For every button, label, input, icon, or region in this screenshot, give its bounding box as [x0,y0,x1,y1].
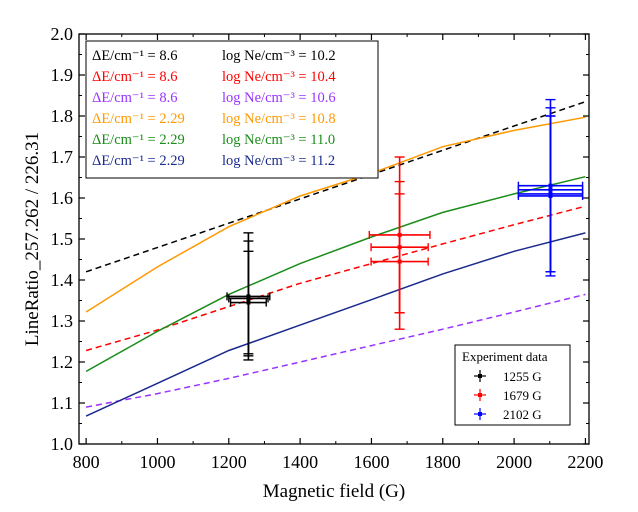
x-tick-label: 1200 [211,452,247,472]
experiment-legend-label: 1679 G [503,388,542,403]
y-tick-label: 1.8 [51,106,74,126]
experiment-group-0 [226,232,271,361]
series-line-1 [85,205,586,352]
series-line-0 [85,100,586,273]
legend-energy-label: ΔE/cm⁻¹ = 8.6 [92,48,177,64]
legend-density-label: log Ne/cm⁻³ = 11.2 [222,153,335,169]
data-point-marker [397,259,402,264]
y-tick-label: 1.4 [51,270,74,290]
series-line-2 [85,293,586,408]
model-curves [85,100,586,417]
experiment-group-1 [368,156,431,330]
y-tick-label: 2.0 [51,24,74,44]
y-tick-label: 1.3 [51,311,74,331]
experiment-group-2 [517,98,584,277]
legend-density-label: log Ne/cm⁻³ = 10.2 [222,48,336,64]
series-line-3 [85,116,586,313]
y-tick-label: 1.2 [51,352,74,372]
x-tick-label: 1800 [425,452,461,472]
y-tick-label: 1.7 [51,147,74,167]
legend-marker [478,412,482,416]
legend-marker [478,393,482,397]
experiment-legend-title: Experiment data [462,349,548,364]
experiment-legend-label: 2102 G [503,407,542,422]
legend-box [85,40,379,179]
error-bar-point [517,115,584,277]
y-tick-label: 1.0 [51,434,74,454]
experiment-legend: Experiment data 1255 G 1679 G 2102 G [454,344,571,426]
x-tick-label: 800 [73,452,100,472]
error-bar-point [370,193,429,330]
y-tick-label: 1.6 [51,188,74,208]
y-axis-title: LineRatio_257.262 / 226.31 [22,132,43,346]
x-tick-label: 2200 [567,452,603,472]
x-tick-label: 1600 [353,452,389,472]
y-tick-label: 1.1 [51,393,74,413]
legend-density-label: log Ne/cm⁻³ = 11.0 [222,132,335,148]
legend-marker [478,374,482,378]
series-line-4 [85,175,586,373]
axis-ticks: 800 1000 1200 1400 1600 1800 2000 2200 1.0 1.1 1.2… [51,24,604,472]
model-legend: ΔE/cm⁻¹ = 8.6 log Ne/cm⁻³ = 10.2 ΔE/cm⁻¹ =… [85,40,379,179]
y-tick-label: 1.9 [51,65,74,85]
legend-energy-label: ΔE/cm⁻¹ = 2.29 [92,111,185,127]
x-tick-label: 1000 [139,452,175,472]
data-point-marker [548,193,553,198]
legend-energy-label: ΔE/cm⁻¹ = 8.6 [92,69,177,85]
experiment-legend-box [454,344,571,426]
x-axis-title: Magnetic field (G) [263,481,405,502]
legend-energy-label: ΔE/cm⁻¹ = 2.29 [92,153,185,169]
experiment-legend-label: 1255 G [503,369,542,384]
legend-density-label: log Ne/cm⁻³ = 10.4 [222,69,336,85]
experiment-data-points [226,98,584,361]
legend-energy-label: ΔE/cm⁻¹ = 2.29 [92,132,185,148]
legend-density-label: log Ne/cm⁻³ = 10.8 [222,111,336,127]
data-point-marker [246,300,251,305]
legend-density-label: log Ne/cm⁻³ = 10.6 [222,90,336,106]
series-line-5 [85,232,586,417]
x-tick-label: 1400 [282,452,318,472]
legend-energy-label: ΔE/cm⁻¹ = 8.6 [92,90,177,106]
y-tick-label: 1.5 [51,229,74,249]
error-bar-point [229,250,267,355]
x-tick-label: 2000 [496,452,532,472]
